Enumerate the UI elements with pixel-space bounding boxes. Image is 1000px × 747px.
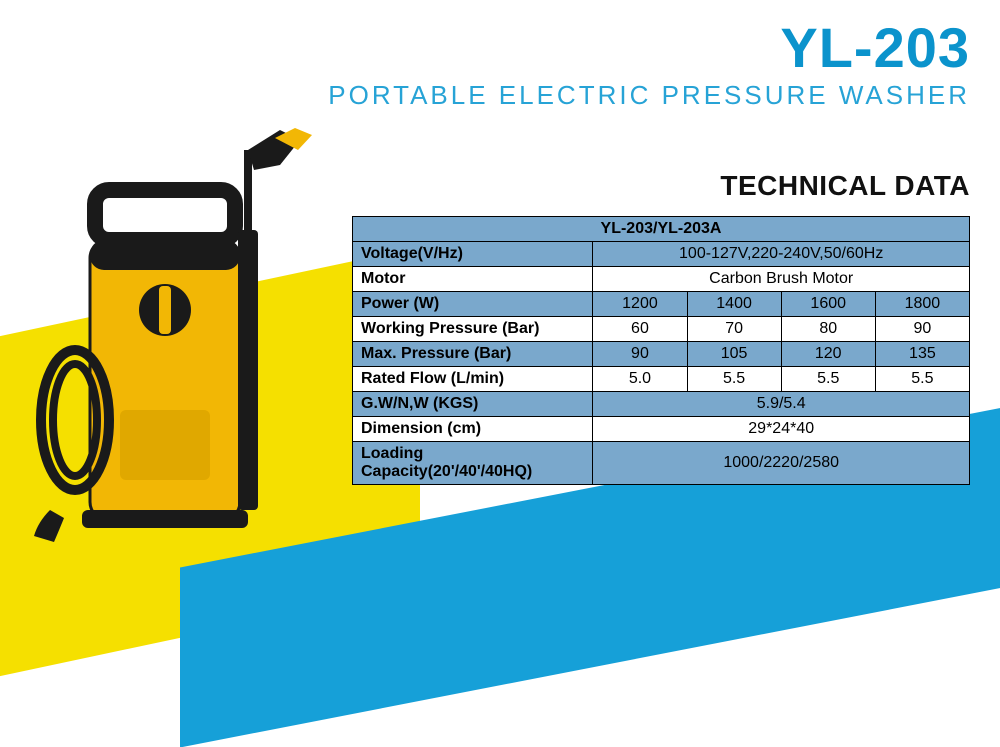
spec-value: 120 [781,342,875,367]
table-row: Loading Capacity(20'/40'/40HQ) 1000/2220… [353,442,970,485]
spec-label: G.W/N,W (KGS) [353,392,593,417]
table-row: Rated Flow (L/min) 5.0 5.5 5.5 5.5 [353,367,970,392]
spec-value: 5.5 [687,367,781,392]
spec-table: YL-203/YL-203A Voltage(V/Hz) 100-127V,22… [352,216,970,485]
product-illustration [20,110,330,550]
spec-label: Loading Capacity(20'/40'/40HQ) [353,442,593,485]
table-row: Power (W) 1200 1400 1600 1800 [353,292,970,317]
spec-value: 90 [875,317,969,342]
spec-value: 80 [781,317,875,342]
spec-value: 5.5 [875,367,969,392]
header: YL-203 PORTABLE ELECTRIC PRESSURE WASHER [328,20,970,111]
model-number: YL-203 [328,20,970,76]
section-title: TECHNICAL DATA [720,170,970,202]
table-title: YL-203/YL-203A [353,217,970,242]
spec-value: 1400 [687,292,781,317]
table-row: Max. Pressure (Bar) 90 105 120 135 [353,342,970,367]
spec-value: 60 [593,317,687,342]
spec-value: 29*24*40 [593,417,970,442]
spec-value: 1800 [875,292,969,317]
spec-value: 135 [875,342,969,367]
spec-label: Working Pressure (Bar) [353,317,593,342]
spec-value: 5.5 [781,367,875,392]
spec-label: Motor [353,267,593,292]
spec-value: Carbon Brush Motor [593,267,970,292]
spec-value: 5.0 [593,367,687,392]
table-row: Motor Carbon Brush Motor [353,267,970,292]
spec-label: Rated Flow (L/min) [353,367,593,392]
table-row: Working Pressure (Bar) 60 70 80 90 [353,317,970,342]
spec-label: Voltage(V/Hz) [353,242,593,267]
spec-label: Power (W) [353,292,593,317]
spec-label: Max. Pressure (Bar) [353,342,593,367]
spec-value: 5.9/5.4 [593,392,970,417]
table-row: Voltage(V/Hz) 100-127V,220-240V,50/60Hz [353,242,970,267]
spec-value: 70 [687,317,781,342]
spec-value: 1000/2220/2580 [593,442,970,485]
spec-value: 1600 [781,292,875,317]
spec-value: 105 [687,342,781,367]
table-row: G.W/N,W (KGS) 5.9/5.4 [353,392,970,417]
product-subtitle: PORTABLE ELECTRIC PRESSURE WASHER [328,80,970,111]
spec-label: Dimension (cm) [353,417,593,442]
spec-value: 90 [593,342,687,367]
spec-value: 1200 [593,292,687,317]
spec-value: 100-127V,220-240V,50/60Hz [593,242,970,267]
table-row: Dimension (cm) 29*24*40 [353,417,970,442]
table-header-row: YL-203/YL-203A [353,217,970,242]
